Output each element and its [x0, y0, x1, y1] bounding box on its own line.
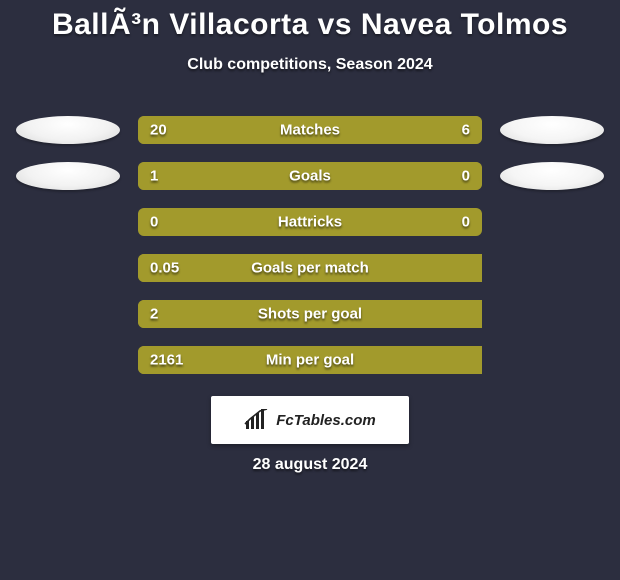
player-right-placeholder: [500, 116, 604, 144]
stat-left-value: 0.05: [150, 260, 179, 277]
stat-row: 20 Matches 6: [0, 116, 620, 144]
player-left-placeholder: [16, 116, 120, 144]
stat-label: Min per goal: [266, 352, 354, 369]
stat-right-value: 6: [462, 122, 470, 139]
page-date: 28 august 2024: [0, 456, 620, 474]
bar-left-fill: [138, 116, 393, 144]
stat-bar: 20 Matches 6: [138, 116, 482, 144]
stat-row: 0.05 Goals per match: [0, 254, 620, 282]
player-left-placeholder: [16, 162, 120, 190]
stat-right-value: 0: [462, 214, 470, 231]
badge-text: FcTables.com: [276, 412, 375, 429]
stat-bar: 1 Goals 0: [138, 162, 482, 190]
stat-bar: 2 Shots per goal: [138, 300, 482, 328]
stat-label: Goals: [289, 168, 331, 185]
stat-row: 0 Hattricks 0: [0, 208, 620, 236]
stat-bar: 0.05 Goals per match: [138, 254, 482, 282]
stat-left-value: 2161: [150, 352, 183, 369]
stat-bar: 2161 Min per goal: [138, 346, 482, 374]
player-right-placeholder: [500, 162, 604, 190]
stats-container: 20 Matches 6 1 Goals 0 0 Hattricks 0 0.05 Goals pe…: [0, 116, 620, 374]
stat-row: 2 Shots per goal: [0, 300, 620, 328]
stat-left-value: 2: [150, 306, 158, 323]
stat-left-value: 20: [150, 122, 167, 139]
stat-row: 1 Goals 0: [0, 162, 620, 190]
stat-bar: 0 Hattricks 0: [138, 208, 482, 236]
stat-right-value: 0: [462, 168, 470, 185]
source-badge: FcTables.com: [211, 396, 409, 444]
stat-left-value: 0: [150, 214, 158, 231]
bar-left-fill: [138, 162, 399, 190]
chart-icon: [244, 409, 270, 431]
stat-label: Goals per match: [251, 260, 369, 277]
stat-left-value: 1: [150, 168, 158, 185]
stat-label: Hattricks: [278, 214, 342, 231]
stat-label: Shots per goal: [258, 306, 362, 323]
page-subtitle: Club competitions, Season 2024: [0, 56, 620, 74]
stat-row: 2161 Min per goal: [0, 346, 620, 374]
stat-label: Matches: [280, 122, 340, 139]
page-title: BallÃ³n Villacorta vs Navea Tolmos: [0, 0, 620, 42]
